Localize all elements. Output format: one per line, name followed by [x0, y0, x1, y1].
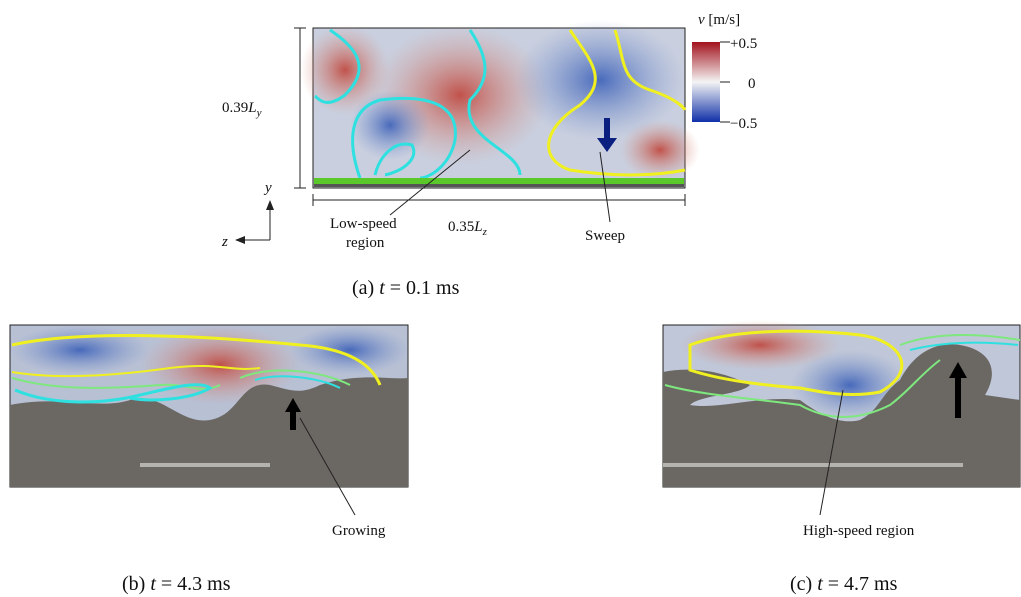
text-part: z [482, 226, 488, 238]
caption: (c) t = 4.7 ms [790, 573, 898, 595]
text-part: t [379, 277, 385, 299]
text-part: = 0.1 ms [390, 277, 460, 299]
text-part: (b) [122, 573, 145, 595]
caption: (a) t = 0.1 ms [352, 277, 460, 299]
text-part: L [473, 219, 482, 235]
colorbar-title: v [m/s] [698, 12, 740, 28]
colorbar: v [m/s] +0.5 0 −0.5 [692, 12, 757, 132]
text-part: v [698, 12, 705, 28]
annotation: Growing [332, 523, 386, 539]
caption: (b) t = 4.3 ms [122, 573, 231, 595]
text-part: 0.39 [222, 100, 248, 116]
text-part: = 4.7 ms [828, 573, 898, 595]
panel-c-image [663, 320, 1020, 487]
text-part: y [256, 107, 262, 119]
axis-label: z [221, 234, 228, 250]
text-part: = 4.3 ms [161, 573, 231, 595]
panel-a-image [300, 20, 700, 188]
text-part: [m/s] [708, 12, 740, 28]
height-label: 0.39Ly [222, 100, 262, 119]
annotation: Sweep [585, 228, 625, 244]
colorbar-label: −0.5 [730, 116, 757, 132]
annotation: High-speed region [803, 523, 915, 539]
colorbar-label: 0 [748, 76, 756, 92]
annotation: region [346, 235, 385, 251]
panel-b-image [10, 325, 410, 487]
figure: v [m/s] +0.5 0 −0.5 0.39Ly 0.35Lz y z Lo… [0, 0, 1021, 597]
text-part: 0.35 [448, 219, 474, 235]
text-part: t [817, 573, 823, 595]
axis-label: y [263, 180, 272, 196]
text-part: t [150, 573, 156, 595]
text-part: (c) [790, 573, 812, 595]
text-part: (a) [352, 277, 374, 299]
width-label: 0.35Lz [448, 219, 488, 238]
text-part: L [247, 100, 256, 116]
colorbar-label: +0.5 [730, 36, 757, 52]
annotation: Low-speed [330, 216, 397, 232]
